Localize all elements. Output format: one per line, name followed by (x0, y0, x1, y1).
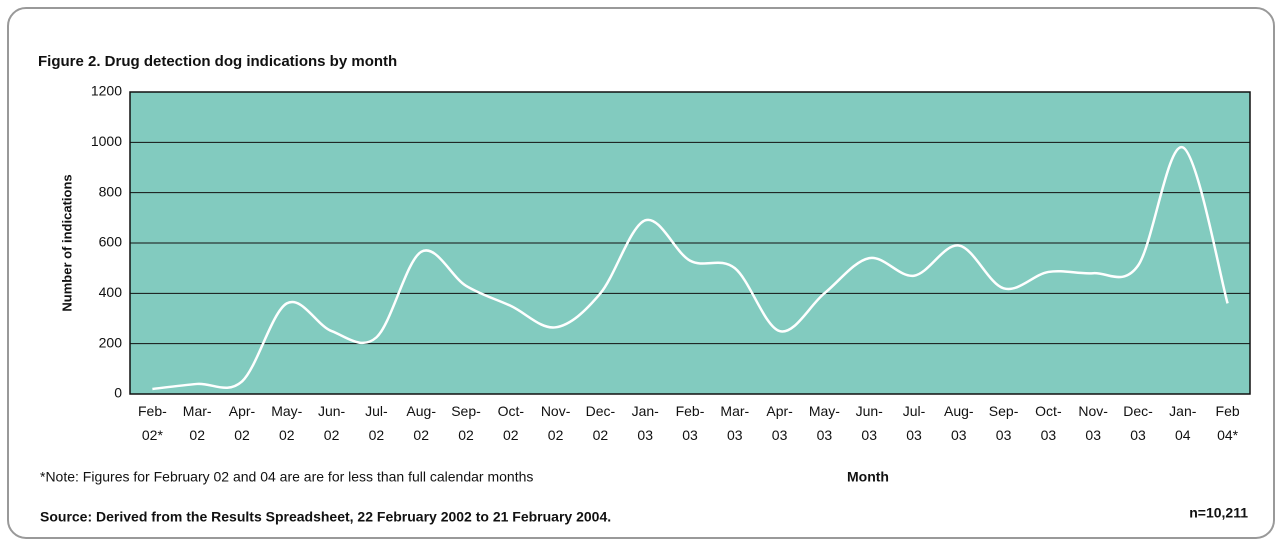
x-tick-label: Nov-03 (1078, 403, 1108, 443)
x-tick-label: Oct-02 (498, 403, 525, 443)
x-tick-label: Jul-02 (365, 403, 388, 443)
x-tick-label: Sep-02 (451, 403, 481, 443)
x-tick-label: Feb-03 (676, 403, 705, 443)
x-tick-label: Jan-03 (632, 403, 660, 443)
x-tick-label: Jan-04 (1169, 403, 1197, 443)
y-tick-label: 200 (99, 334, 123, 350)
x-tick-label: Aug-02 (406, 403, 436, 443)
y-tick-label: 1200 (91, 83, 122, 99)
x-tick-label: May-03 (809, 403, 840, 443)
y-tick-label: 1000 (91, 133, 122, 149)
x-tick-label: Apr-02 (229, 403, 256, 443)
y-tick-label: 400 (99, 284, 123, 300)
x-tick-label: Feb 04* (1216, 403, 1240, 443)
y-tick-label: 600 (99, 234, 123, 250)
x-tick-label: Jun-03 (856, 403, 884, 443)
x-tick-label: Jul-03 (903, 403, 926, 443)
x-tick-label: Apr-03 (766, 403, 793, 443)
x-tick-label: Dec-02 (586, 403, 616, 443)
x-tick-label: Nov-02 (541, 403, 571, 443)
chart-title: Figure 2. Drug detection dog indications… (38, 53, 397, 70)
y-tick-label: 800 (99, 183, 123, 199)
x-tick-label: May-02 (271, 403, 302, 443)
x-tick-label: Aug-03 (944, 403, 974, 443)
x-axis-label: Month (847, 469, 889, 485)
x-tick-label: Mar-02 (183, 403, 212, 443)
x-tick-label: Jun-02 (318, 403, 346, 443)
x-tick-label: Feb-02* (138, 403, 167, 443)
source: Source: Derived from the Results Spreads… (40, 509, 611, 525)
x-tick-label: Dec-03 (1123, 403, 1153, 443)
x-tick-label: Mar-03 (720, 403, 749, 443)
sample-size: n=10,211 (1189, 505, 1248, 521)
y-tick-label: 0 (114, 385, 122, 401)
data-line (152, 146, 1229, 391)
x-tick-label: Sep-03 (989, 403, 1019, 443)
note: *Note: Figures for February 02 and 04 ar… (40, 469, 533, 485)
y-axis-label: Number of indications (59, 174, 74, 311)
x-tick-label: Oct-03 (1035, 403, 1062, 443)
plot-border (129, 91, 1251, 395)
